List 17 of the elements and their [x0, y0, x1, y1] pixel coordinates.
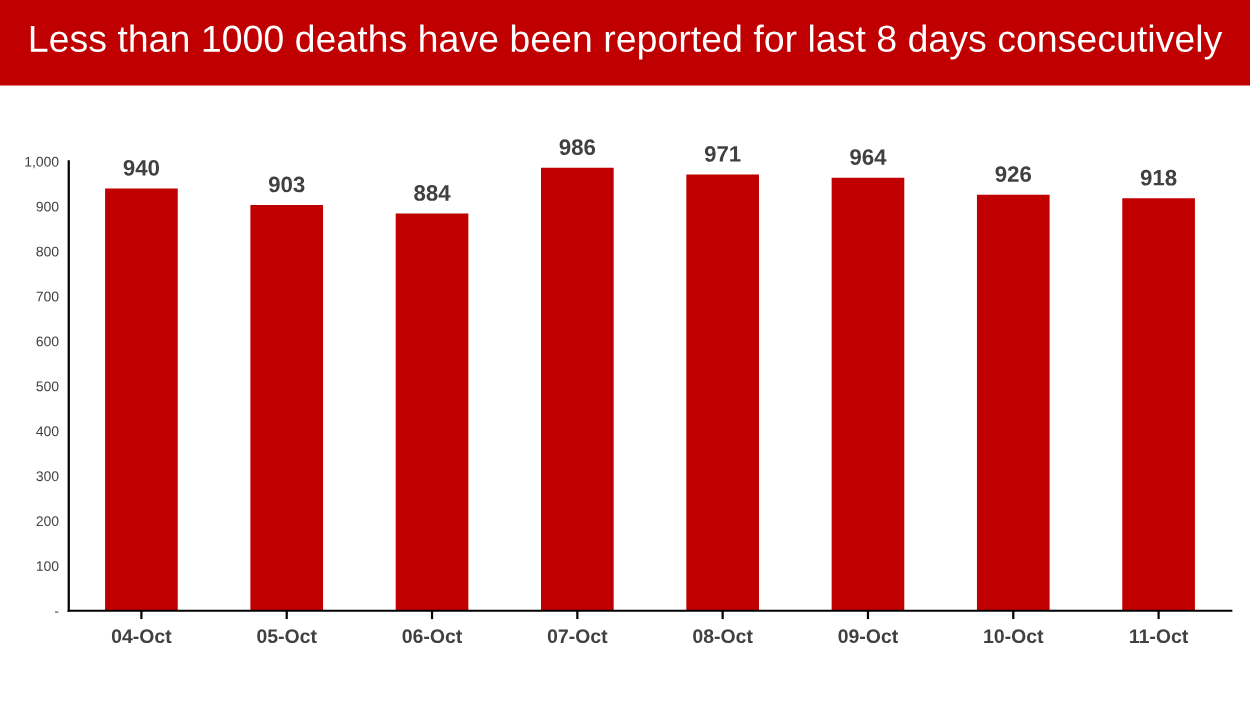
x-tick-label: 10-Oct: [984, 629, 1044, 644]
x-tick-label: 09-Oct: [838, 629, 898, 644]
data-label: 903: [268, 176, 305, 193]
data-label: 940: [123, 159, 160, 176]
chart-title: Less than 1000 deaths have been reported for last 8 days consecutively: [30, 24, 1223, 60]
data-label: 971: [704, 146, 741, 162]
data-label: 986: [559, 139, 596, 156]
x-tick-label: 11-Oct: [1130, 629, 1189, 644]
data-label: 964: [850, 149, 887, 165]
data-label: 926: [995, 166, 1032, 182]
x-tick-label: 08-Oct: [693, 629, 753, 644]
x-tick-label: 05-Oct: [257, 629, 317, 644]
x-tick-label: 07-Oct: [547, 629, 608, 644]
x-tick-label: 04-Oct: [111, 629, 172, 644]
data-label: 884: [414, 185, 451, 201]
x-tick-label: 06-Oct: [402, 629, 463, 644]
data-label: 918: [1140, 169, 1177, 186]
